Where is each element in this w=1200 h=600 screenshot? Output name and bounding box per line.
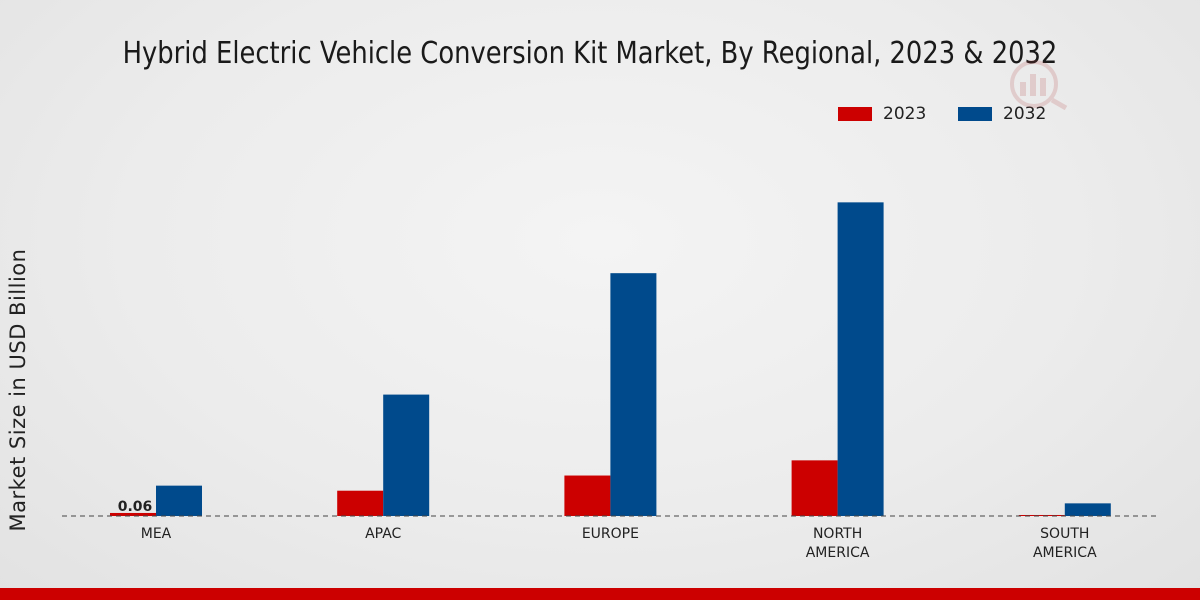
legend-label-2023: 2023 bbox=[883, 104, 927, 124]
chart-title: Hybrid Electric Vehicle Conversion Kit M… bbox=[122, 36, 1058, 71]
bar-2032-apac bbox=[383, 394, 430, 516]
bar-2032-europe bbox=[610, 273, 657, 516]
bottom-accent-bar bbox=[0, 588, 1200, 600]
bar-2023-apac bbox=[337, 490, 384, 516]
bar-2023-europe bbox=[564, 475, 611, 516]
x-tick-label: MEA bbox=[141, 526, 172, 542]
x-tick-label: AMERICA bbox=[1033, 545, 1097, 561]
bar-2023-north-america bbox=[791, 460, 838, 516]
legend-item-2023: 2023 bbox=[838, 104, 926, 124]
legend-swatch-2023 bbox=[838, 107, 872, 121]
data-label: 0.06 bbox=[118, 499, 153, 515]
bar-2032-south-america bbox=[1064, 503, 1111, 516]
bar-2023-south-america bbox=[1018, 514, 1065, 516]
legend-item-2032: 2032 bbox=[958, 104, 1046, 124]
bar-2032-north-america bbox=[837, 202, 884, 516]
x-tick-label: EUROPE bbox=[582, 526, 639, 542]
legend-swatch-2032 bbox=[958, 107, 992, 121]
bar-2023-mea bbox=[110, 512, 156, 516]
x-tick-label: AMERICA bbox=[806, 545, 870, 561]
legend-label-2032: 2032 bbox=[1003, 104, 1047, 124]
watermark-logo-icon bbox=[1010, 60, 1068, 110]
x-tick-label: SOUTH bbox=[1040, 526, 1089, 542]
x-tick-label: APAC bbox=[365, 526, 401, 542]
x-tick-label: NORTH bbox=[813, 526, 862, 542]
bar-2032-mea bbox=[156, 485, 202, 516]
